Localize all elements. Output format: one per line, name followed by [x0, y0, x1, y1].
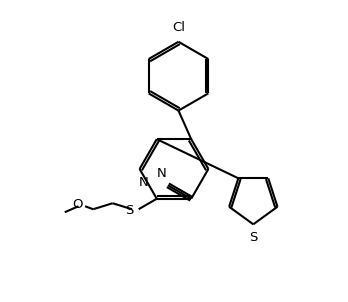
Text: N: N [138, 175, 148, 188]
Text: Cl: Cl [172, 21, 185, 34]
Text: S: S [125, 204, 133, 217]
Text: S: S [249, 231, 258, 244]
Text: O: O [72, 198, 83, 211]
Text: N: N [157, 167, 166, 180]
